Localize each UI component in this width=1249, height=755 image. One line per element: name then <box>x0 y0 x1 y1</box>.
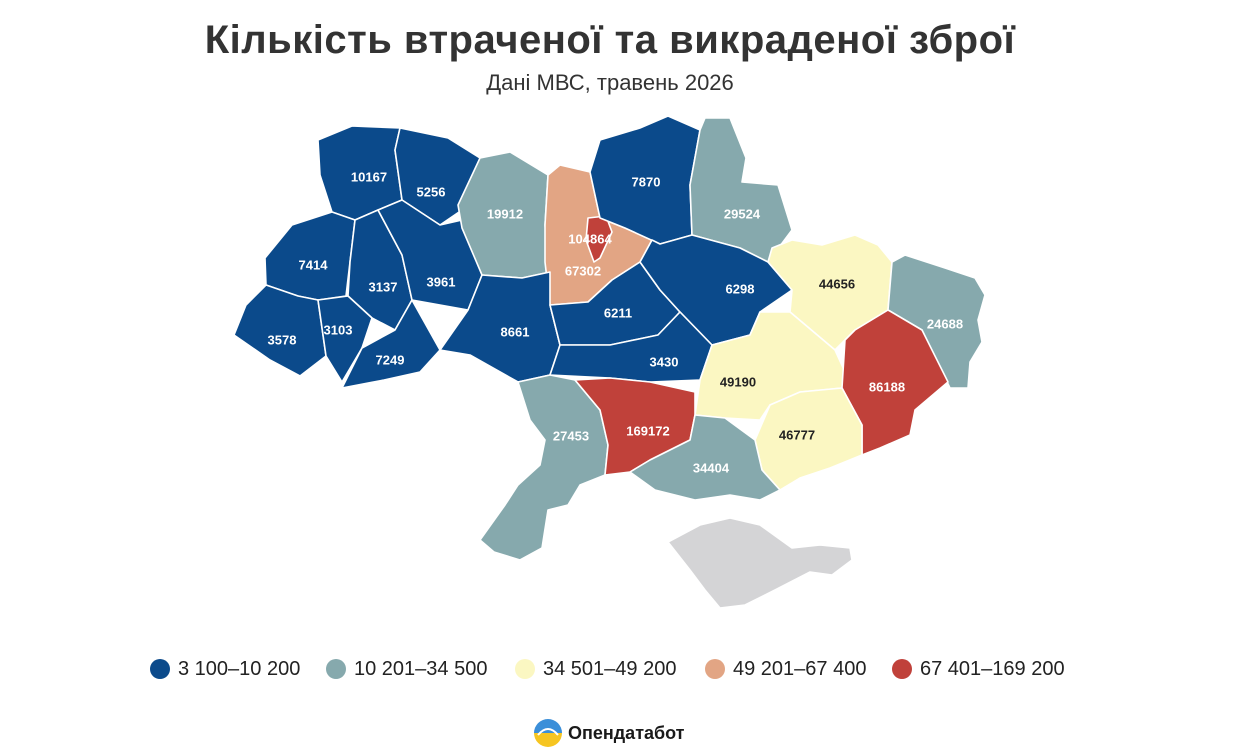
legend-label: 49 201–67 400 <box>733 657 867 680</box>
map-title: Кількість втраченої та викраденої зброї <box>204 18 1016 62</box>
map-subtitle: Дані МВС, травень 2026 <box>486 70 734 95</box>
region-value-label: 49190 <box>720 374 756 389</box>
region-value-label: 104864 <box>568 231 612 246</box>
ukraine-map: 10167 5256 7414 3137 3961 3578 3103 7249 19912 67… <box>233 115 986 609</box>
region-value-label: 3578 <box>268 332 297 347</box>
region-kherson <box>629 414 781 501</box>
legend-swatch <box>150 659 170 679</box>
legend-item: 3 100–10 200 <box>150 656 300 682</box>
brand: Опендатабот <box>534 718 685 748</box>
region-value-label: 3430 <box>650 354 679 369</box>
region-value-label: 67302 <box>565 263 601 278</box>
region-value-label: 3137 <box>369 279 398 294</box>
region-value-label: 6211 <box>604 305 632 320</box>
legend-swatch <box>705 659 725 679</box>
region-value-label: 27453 <box>553 428 589 443</box>
opendatabot-logo-icon <box>534 719 562 747</box>
region-value-label: 6298 <box>726 281 755 296</box>
region-value-label: 169172 <box>626 423 669 438</box>
legend-swatch <box>515 659 535 679</box>
legend-item: 67 401–169 200 <box>892 656 1065 682</box>
region-value-label: 5256 <box>417 184 446 199</box>
region-value-label: 34404 <box>693 460 730 475</box>
region-value-label: 44656 <box>819 276 855 291</box>
region-zakarpattia <box>233 284 327 377</box>
region-value-label: 29524 <box>724 206 761 221</box>
legend-label: 67 401–169 200 <box>920 657 1065 680</box>
legend-swatch <box>326 659 346 679</box>
region-value-label: 8661 <box>501 324 530 339</box>
legend-item: 10 201–34 500 <box>326 656 487 682</box>
region-lviv <box>264 211 356 301</box>
region-rivne <box>394 127 481 226</box>
region-value-label: 86188 <box>869 379 905 394</box>
region-crimea <box>667 517 853 609</box>
region-chernivtsi <box>341 299 441 389</box>
legend-label: 3 100–10 200 <box>178 657 301 680</box>
region-value-label: 7414 <box>299 257 329 272</box>
region-sumy <box>689 117 793 263</box>
region-value-label: 19912 <box>487 206 523 221</box>
legend-item: 49 201–67 400 <box>705 656 866 682</box>
region-value-label: 3961 <box>427 274 456 289</box>
legend-swatch <box>892 659 912 679</box>
region-value-label: 10167 <box>351 169 387 184</box>
region-value-label: 46777 <box>779 427 815 442</box>
legend-item: 34 501–49 200 <box>515 656 676 682</box>
map-legend: 3 100–10 200 10 201–34 500 34 501–49 200… <box>150 656 1110 682</box>
region-value-label: 7870 <box>632 174 661 189</box>
region-value-label: 3103 <box>324 322 353 337</box>
region-value-label: 7249 <box>376 352 405 367</box>
brand-name: Опендатабот <box>568 722 685 743</box>
region-odesa <box>479 374 609 561</box>
legend-label: 34 501–49 200 <box>543 657 677 680</box>
legend-label: 10 201–34 500 <box>354 657 488 680</box>
region-value-label: 24688 <box>927 316 963 331</box>
